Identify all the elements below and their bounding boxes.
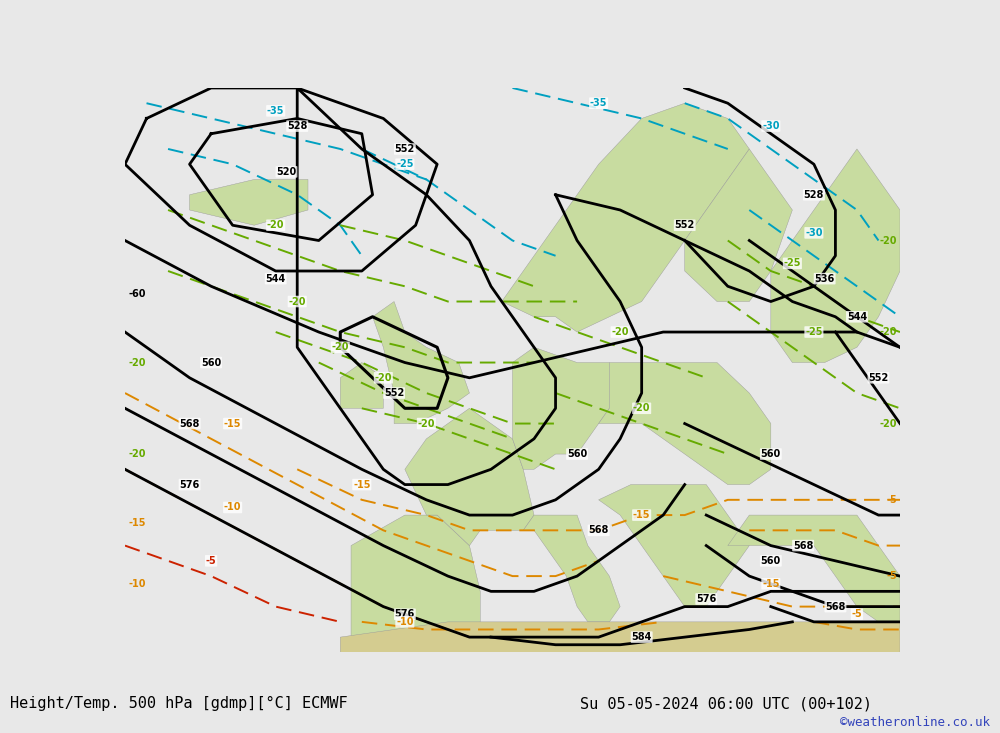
Text: -20: -20 [879,327,897,337]
Text: -20: -20 [879,235,897,246]
Text: -20: -20 [128,358,146,367]
Text: Height/Temp. 500 hPa [gdmp][°C] ECMWF: Height/Temp. 500 hPa [gdmp][°C] ECMWF [10,696,348,711]
Text: -20: -20 [332,342,349,353]
Text: ©weatheronline.co.uk: ©weatheronline.co.uk [840,716,990,729]
Text: Su 05-05-2024 06:00 UTC (00+102): Su 05-05-2024 06:00 UTC (00+102) [580,696,872,711]
Polygon shape [599,363,771,485]
Text: -30: -30 [762,121,780,131]
Polygon shape [728,515,900,622]
Text: -15: -15 [224,419,241,429]
Polygon shape [340,622,900,652]
Polygon shape [523,515,620,622]
Text: -10: -10 [396,617,414,627]
Text: 544: 544 [847,312,867,322]
Text: -20: -20 [611,327,629,337]
Text: -25: -25 [784,259,801,268]
Polygon shape [373,301,469,424]
Text: -5: -5 [886,571,897,581]
Text: 528: 528 [804,190,824,199]
Polygon shape [405,408,534,545]
Text: 552: 552 [384,388,404,398]
Polygon shape [340,363,383,408]
Text: -20: -20 [288,297,306,306]
Text: 528: 528 [287,121,307,131]
Text: 560: 560 [567,449,587,459]
Text: -35: -35 [590,98,607,108]
Text: -15: -15 [762,579,780,589]
Text: 552: 552 [868,373,889,383]
Text: 560: 560 [761,556,781,566]
Polygon shape [599,485,749,607]
Text: -30: -30 [805,228,823,238]
Text: 576: 576 [395,609,415,619]
Polygon shape [190,180,308,225]
Polygon shape [771,149,900,363]
Text: 536: 536 [815,273,835,284]
Text: 552: 552 [675,220,695,230]
Text: -20: -20 [633,403,650,413]
Text: -20: -20 [879,419,897,429]
Text: -15: -15 [128,517,146,528]
Text: 520: 520 [276,167,297,177]
Text: -20: -20 [418,419,435,429]
Text: -20: -20 [267,220,284,230]
Text: 552: 552 [395,144,415,154]
Text: 576: 576 [179,479,200,490]
Text: 568: 568 [793,541,813,550]
Text: -20: -20 [375,373,392,383]
Text: -5: -5 [852,609,862,619]
Text: -5: -5 [206,556,216,566]
Polygon shape [685,149,792,301]
Text: -25: -25 [805,327,823,337]
Polygon shape [502,103,749,332]
Text: 568: 568 [179,419,200,429]
Text: -15: -15 [353,479,371,490]
Text: -60: -60 [128,289,146,299]
Text: -25: -25 [396,159,414,169]
Text: -5: -5 [886,495,897,505]
Text: 544: 544 [266,273,286,284]
Text: -10: -10 [128,579,146,589]
Text: -15: -15 [633,510,650,520]
Polygon shape [351,515,480,637]
Text: -10: -10 [224,502,241,512]
Text: -35: -35 [267,106,284,116]
Text: 576: 576 [696,594,716,604]
Text: 568: 568 [588,526,609,535]
Text: 568: 568 [825,602,846,611]
Text: -20: -20 [128,449,146,459]
Text: 560: 560 [761,449,781,459]
Text: 584: 584 [631,632,652,642]
Polygon shape [512,347,609,469]
Text: 560: 560 [201,358,221,367]
